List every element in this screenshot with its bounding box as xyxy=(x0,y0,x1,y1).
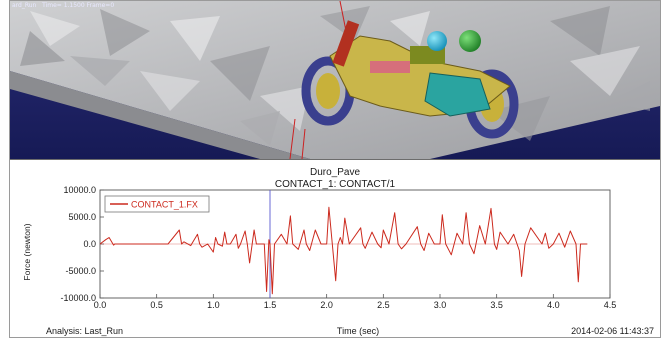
y-tick-label: 10000.0 xyxy=(63,185,96,195)
adams-window: ard_Run Time= 1.1500 Frame=0 Duro_Pave C… xyxy=(9,0,661,338)
x-tick-label: 2.0 xyxy=(320,300,333,310)
series-layer xyxy=(99,206,588,295)
x-tick-label: 0.5 xyxy=(150,300,163,310)
viewport-scene xyxy=(10,1,660,159)
y-tick-label: 0.0 xyxy=(83,239,96,249)
legend-box xyxy=(104,195,210,213)
viewport-title: ard_Run Time= 1.1500 Frame=0 xyxy=(12,2,115,9)
chart-subtitle: CONTACT_1: CONTACT/1 xyxy=(275,179,396,190)
y-tick-label: -5000.0 xyxy=(65,266,96,276)
force-chart: Duro_Pave CONTACT_1: CONTACT/1 Force (ne… xyxy=(22,167,654,336)
x-tick-label: 0.0 xyxy=(94,300,107,310)
floorboard xyxy=(370,61,410,73)
y-axis-label: Force (newton) xyxy=(22,223,32,280)
scooter-model xyxy=(301,20,519,139)
x-tick-label: 4.0 xyxy=(547,300,560,310)
rider-mass-green xyxy=(459,30,481,52)
front-rim xyxy=(316,73,340,109)
road-facets xyxy=(20,6,650,146)
postprocessor-plot[interactable]: Duro_Pave CONTACT_1: CONTACT/1 Force (ne… xyxy=(10,159,660,337)
animation-viewport[interactable]: ard_Run Time= 1.1500 Frame=0 xyxy=(10,1,660,159)
front-fork xyxy=(332,20,360,67)
x-tick-label: 3.5 xyxy=(490,300,503,310)
timestamp: 2014-02-06 11:43:37 xyxy=(571,326,654,336)
engine-block xyxy=(424,72,491,117)
analysis-label: Analysis: Last_Run xyxy=(46,326,123,336)
legend-label: CONTACT_1.FX xyxy=(131,200,198,210)
x-tick-label: 4.5 xyxy=(604,300,617,310)
x-tick-label: 2.5 xyxy=(377,300,390,310)
road-edge xyxy=(10,71,310,159)
x-axis-label: Time (sec) xyxy=(337,326,379,336)
x-tick-label: 1.0 xyxy=(207,300,220,310)
force-markers xyxy=(289,1,347,159)
x-tick-label: 1.5 xyxy=(264,300,277,310)
x-tick-label: 3.0 xyxy=(434,300,447,310)
legend: CONTACT_1.FX xyxy=(104,195,210,213)
series-line-contact-1-fx xyxy=(99,206,588,295)
chart-title: Duro_Pave xyxy=(310,167,360,178)
rider-mass-blue xyxy=(427,31,447,51)
y-tick-label: 5000.0 xyxy=(68,212,96,222)
y-tick-label: -10000.0 xyxy=(60,293,96,303)
